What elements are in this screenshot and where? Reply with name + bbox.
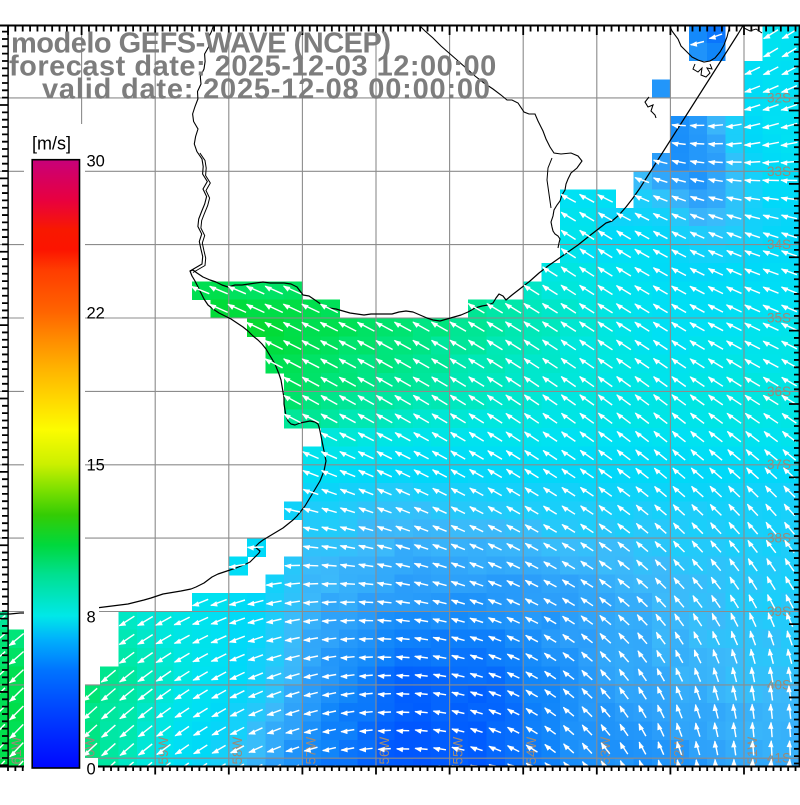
svg-text:modelo GEFS-WAVE (NCEP): modelo GEFS-WAVE (NCEP) xyxy=(11,28,390,60)
svg-text:35S: 35S xyxy=(767,311,791,326)
svg-text:8: 8 xyxy=(87,609,96,627)
svg-text:54W: 54W xyxy=(524,736,539,764)
svg-text:53W: 53W xyxy=(598,736,613,764)
svg-text:57W: 57W xyxy=(303,736,318,764)
svg-text:41S: 41S xyxy=(767,751,791,766)
svg-text:33S: 33S xyxy=(767,164,791,179)
svg-text:59W: 59W xyxy=(156,736,171,764)
svg-text:[m/s]: [m/s] xyxy=(32,134,71,154)
svg-text:39S: 39S xyxy=(767,604,791,619)
svg-text:0: 0 xyxy=(87,761,96,779)
svg-text:forecast date: 2025-12-03 12:0: forecast date: 2025-12-03 12:00:00 xyxy=(9,51,497,83)
svg-text:51W: 51W xyxy=(745,736,760,764)
svg-text:valid date: 2025-12-08 00:00:0: valid date: 2025-12-08 00:00:00 xyxy=(42,74,491,106)
svg-text:55W: 55W xyxy=(451,736,466,764)
svg-text:58W: 58W xyxy=(230,736,245,764)
svg-text:15: 15 xyxy=(87,457,105,475)
svg-text:30: 30 xyxy=(87,153,105,171)
svg-text:52W: 52W xyxy=(671,736,686,764)
svg-text:34S: 34S xyxy=(767,237,791,252)
svg-text:36S: 36S xyxy=(767,384,791,399)
svg-text:32S: 32S xyxy=(767,90,791,105)
svg-text:22: 22 xyxy=(87,305,105,323)
